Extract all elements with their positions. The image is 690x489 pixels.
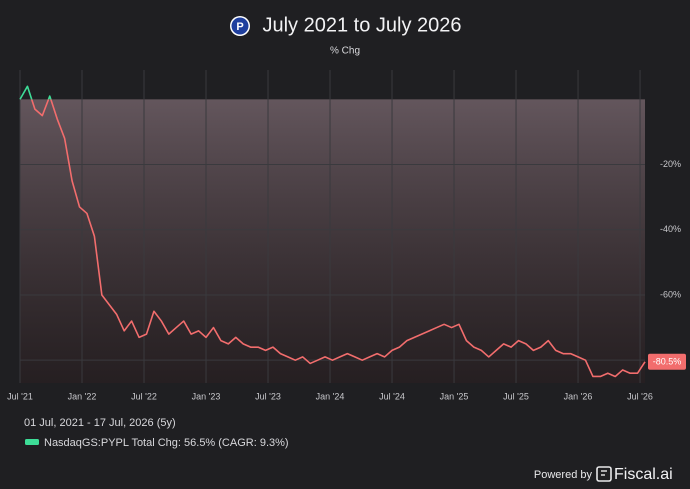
x-tick-label: Jan '24 [316,391,345,401]
x-tick-label: Jan '22 [68,391,97,401]
paypal-logo: P [230,16,250,36]
y-tick-label: -60% [660,289,681,299]
date-range: 01 Jul, 2021 - 17 Jul, 2026 (5y) [24,417,176,429]
chart-subtitle: % Chg [330,46,360,57]
x-tick-label: Jan '25 [440,391,469,401]
x-tick-label: Jul '25 [503,391,529,401]
x-tick-label: Jul '26 [627,391,653,401]
x-tick-label: Jan '26 [564,391,593,401]
y-tick-label: -40% [660,224,681,234]
baseline-shade [20,99,645,383]
end-label-box [648,353,686,370]
x-tick-label: Jul '23 [255,391,281,401]
brand: Fiscal.ai [614,466,673,483]
x-tick-label: Jul '24 [379,391,405,401]
x-tick-label: Jan '23 [192,391,221,401]
line-below [20,99,646,378]
x-tick-label: Jul '22 [131,391,157,401]
legend-label: NasdaqGS:PYPL Total Chg: 56.5% (CAGR: 9.… [44,437,289,449]
x-tick-label: Jul '21 [7,391,33,401]
fiscal-logo [596,466,612,482]
footer-text: Powered by [534,469,593,481]
svg-text:P: P [236,21,243,33]
legend-swatch [25,439,39,445]
end-label: -80.5% [653,357,682,367]
chart-title: July 2021 to July 2026 [262,14,461,36]
y-tick-label: -20% [660,159,681,169]
